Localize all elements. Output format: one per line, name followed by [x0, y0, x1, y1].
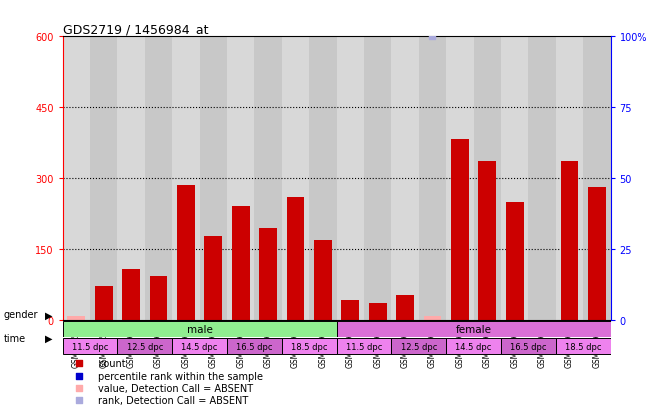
Point [480, 38, 491, 44]
Bar [556, 339, 611, 354]
Bar [341, 300, 359, 320]
Bar [588, 188, 606, 320]
Bar [172, 37, 200, 320]
Bar [145, 37, 172, 320]
Text: 12.5 dpc: 12.5 dpc [127, 342, 163, 351]
Bar [67, 316, 85, 320]
Text: value, Detection Call = ABSENT: value, Detection Call = ABSENT [98, 383, 253, 393]
Bar [337, 321, 610, 337]
Bar [478, 162, 496, 320]
Bar [446, 339, 501, 354]
Bar [396, 295, 414, 320]
Text: 18.5 dpc: 18.5 dpc [565, 342, 601, 351]
Bar [446, 37, 473, 320]
Text: percentile rank within the sample: percentile rank within the sample [98, 371, 263, 381]
Point [427, 34, 438, 40]
Text: count: count [98, 358, 126, 368]
Text: ▶: ▶ [45, 333, 52, 343]
Text: time: time [3, 333, 26, 343]
Bar [199, 37, 227, 320]
Text: ▶: ▶ [45, 310, 52, 320]
Bar [172, 339, 227, 354]
Point [480, 370, 491, 377]
Bar [95, 286, 113, 320]
Bar [63, 339, 117, 354]
Bar [314, 241, 332, 320]
Bar [501, 37, 529, 320]
Bar [227, 37, 255, 320]
Bar [177, 185, 195, 320]
Bar [501, 339, 556, 354]
Text: GDS2719 / 1456984_at: GDS2719 / 1456984_at [63, 23, 208, 36]
Point [480, 259, 491, 266]
Text: 16.5 dpc: 16.5 dpc [236, 342, 273, 351]
Bar [556, 37, 583, 320]
Text: 11.5 dpc: 11.5 dpc [346, 342, 382, 351]
Bar [63, 321, 337, 337]
Bar [391, 37, 418, 320]
Bar [451, 140, 469, 320]
Bar [337, 37, 364, 320]
Bar [282, 37, 309, 320]
Text: 12.5 dpc: 12.5 dpc [401, 342, 437, 351]
Bar [150, 276, 168, 320]
Bar [63, 37, 90, 320]
Bar [474, 37, 501, 320]
Bar [560, 162, 578, 320]
Bar [227, 339, 282, 354]
Text: rank, Detection Call = ABSENT: rank, Detection Call = ABSENT [98, 395, 249, 405]
Text: 14.5 dpc: 14.5 dpc [455, 342, 492, 351]
Bar [369, 304, 387, 320]
Bar [418, 37, 446, 320]
Bar [117, 37, 145, 320]
Bar [117, 339, 172, 354]
Bar [506, 202, 523, 320]
Text: 14.5 dpc: 14.5 dpc [182, 342, 218, 351]
Point [480, 149, 491, 155]
Text: gender: gender [3, 310, 38, 320]
Bar [337, 339, 391, 354]
Bar [205, 236, 222, 320]
Bar [282, 339, 337, 354]
Bar [529, 37, 556, 320]
Text: male: male [187, 324, 213, 334]
Bar [286, 197, 304, 320]
Bar [259, 228, 277, 320]
Bar [232, 207, 249, 320]
Bar [391, 339, 446, 354]
Bar [255, 37, 282, 320]
Bar [364, 37, 391, 320]
Bar [90, 37, 117, 320]
Bar [309, 37, 337, 320]
Bar [583, 37, 611, 320]
Text: female: female [455, 324, 492, 334]
Bar [424, 316, 442, 320]
Text: 18.5 dpc: 18.5 dpc [291, 342, 327, 351]
Bar [122, 269, 140, 320]
Text: 11.5 dpc: 11.5 dpc [72, 342, 108, 351]
Text: 16.5 dpc: 16.5 dpc [510, 342, 546, 351]
